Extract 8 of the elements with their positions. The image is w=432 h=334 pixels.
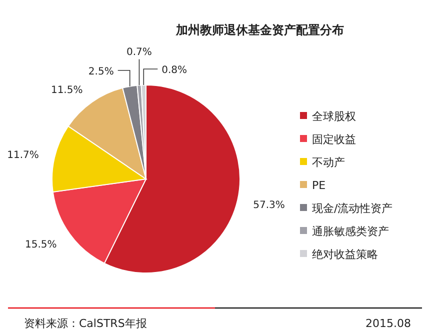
legend-label: 全球股权 [312, 110, 356, 123]
legend-label: 不动产 [312, 156, 345, 169]
annotation: 资料来源：CalSTRS年报 [24, 317, 147, 330]
title: 加州教师退休基金资产配置分布 [176, 23, 344, 37]
legend-label: PE [312, 179, 326, 192]
legend-label: 绝对收益策略 [312, 248, 378, 261]
annotation: 2015.08 [366, 317, 411, 330]
legend-label: 固定收益 [312, 133, 356, 146]
